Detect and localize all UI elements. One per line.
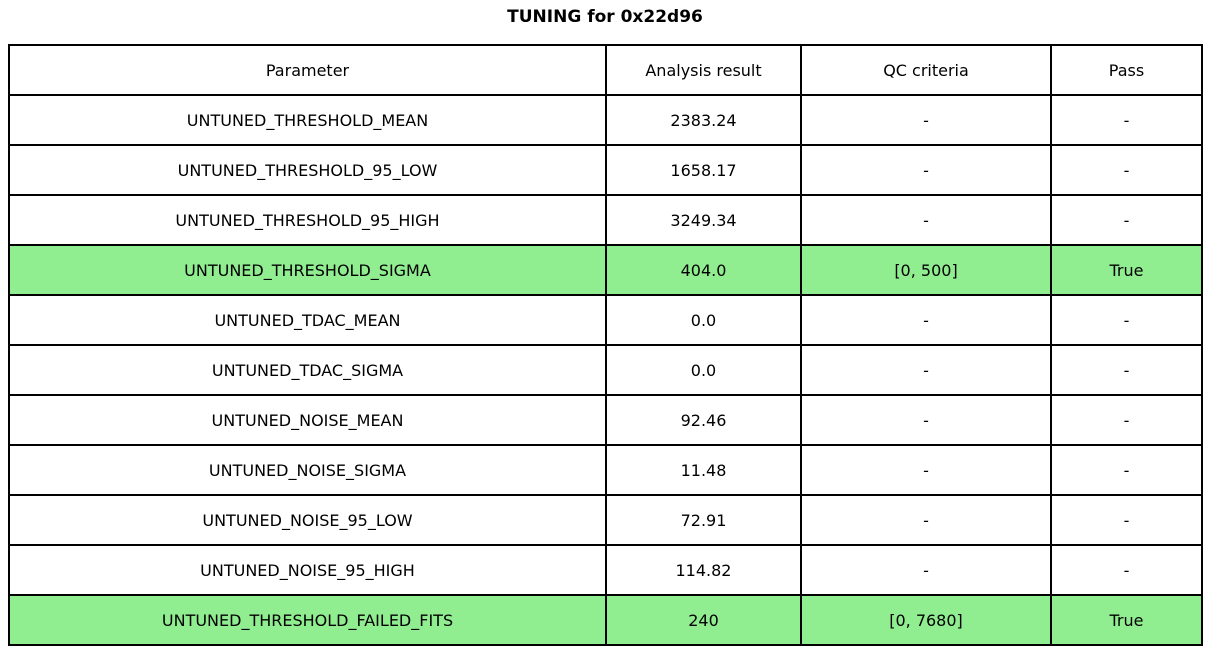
table-row: UNTUNED_THRESHOLD_MEAN 2383.24- - [8, 94, 1203, 146]
cell-parameter: UNTUNED_THRESHOLD_95_HIGH [8, 194, 607, 246]
cell-parameter: UNTUNED_THRESHOLD_MEAN [8, 94, 607, 146]
cell-qc-criteria: - [800, 194, 1052, 246]
cell-pass: - [1050, 494, 1203, 546]
cell-qc-criteria: - [800, 494, 1052, 546]
cell-analysis-result: 114.82 [605, 544, 802, 596]
cell-analysis-result: 0.0 [605, 344, 802, 396]
qc-summary-table: Parameter Analysis result QC criteria Pa… [8, 44, 1203, 646]
table-row: UNTUNED_THRESHOLD_95_LOW 1658.17- - [8, 144, 1203, 196]
table-row: UNTUNED_NOISE_MEAN 92.46- - [8, 394, 1203, 446]
cell-parameter: UNTUNED_NOISE_SIGMA [8, 444, 607, 496]
page-title: TUNING for 0x22d96 [507, 7, 703, 27]
cell-qc-criteria: - [800, 294, 1052, 346]
cell-analysis-result: 92.46 [605, 394, 802, 446]
cell-analysis-result: 404.0 [605, 244, 802, 296]
cell-pass: - [1050, 144, 1203, 196]
col-header-pass: Pass [1050, 44, 1203, 96]
cell-parameter: UNTUNED_THRESHOLD_FAILED_FITS [8, 594, 607, 646]
table-row: UNTUNED_THRESHOLD_FAILED_FITS 240 [0, 7680… [8, 594, 1203, 646]
cell-parameter: UNTUNED_NOISE_95_HIGH [8, 544, 607, 596]
col-header-qc-criteria: QC criteria [800, 44, 1052, 96]
cell-parameter: UNTUNED_TDAC_MEAN [8, 294, 607, 346]
cell-qc-criteria: - [800, 344, 1052, 396]
table-header-row: Parameter Analysis result QC criteria Pa… [8, 44, 1203, 96]
cell-qc-criteria: - [800, 94, 1052, 146]
cell-parameter: UNTUNED_NOISE_95_LOW [8, 494, 607, 546]
cell-analysis-result: 72.91 [605, 494, 802, 546]
cell-qc-criteria: - [800, 444, 1052, 496]
cell-parameter: UNTUNED_NOISE_MEAN [8, 394, 607, 446]
cell-qc-criteria: - [800, 144, 1052, 196]
col-header-parameter: Parameter [8, 44, 607, 96]
cell-parameter: UNTUNED_THRESHOLD_SIGMA [8, 244, 607, 296]
cell-parameter: UNTUNED_TDAC_SIGMA [8, 344, 607, 396]
table-row: UNTUNED_THRESHOLD_95_HIGH 3249.34- - [8, 194, 1203, 246]
cell-qc-criteria: [0, 500] [800, 244, 1052, 296]
cell-pass: True [1050, 594, 1203, 646]
cell-analysis-result: 1658.17 [605, 144, 802, 196]
cell-pass: - [1050, 294, 1203, 346]
cell-pass: True [1050, 244, 1203, 296]
table-row: UNTUNED_NOISE_SIGMA 11.48- - [8, 444, 1203, 496]
cell-parameter: UNTUNED_THRESHOLD_95_LOW [8, 144, 607, 196]
cell-analysis-result: 240 [605, 594, 802, 646]
cell-qc-criteria: - [800, 394, 1052, 446]
cell-pass: - [1050, 544, 1203, 596]
table-row: UNTUNED_NOISE_95_LOW 72.91- - [8, 494, 1203, 546]
cell-analysis-result: 2383.24 [605, 94, 802, 146]
col-header-analysis-result: Analysis result [605, 44, 802, 96]
table-row: UNTUNED_TDAC_MEAN 0.0- - [8, 294, 1203, 346]
cell-pass: - [1050, 94, 1203, 146]
cell-analysis-result: 0.0 [605, 294, 802, 346]
cell-analysis-result: 11.48 [605, 444, 802, 496]
table-row: UNTUNED_NOISE_95_HIGH 114.82- - [8, 544, 1203, 596]
table-body: UNTUNED_THRESHOLD_MEAN 2383.24- - UNTUNED_T… [8, 94, 1203, 646]
table-row: UNTUNED_TDAC_SIGMA 0.0- - [8, 344, 1203, 396]
table-row: UNTUNED_THRESHOLD_SIGMA 404.0 [0, 500] True [8, 244, 1203, 296]
cell-pass: - [1050, 444, 1203, 496]
cell-pass: - [1050, 394, 1203, 446]
cell-pass: - [1050, 194, 1203, 246]
cell-pass: - [1050, 344, 1203, 396]
cell-qc-criteria: [0, 7680] [800, 594, 1052, 646]
cell-analysis-result: 3249.34 [605, 194, 802, 246]
cell-qc-criteria: - [800, 544, 1052, 596]
